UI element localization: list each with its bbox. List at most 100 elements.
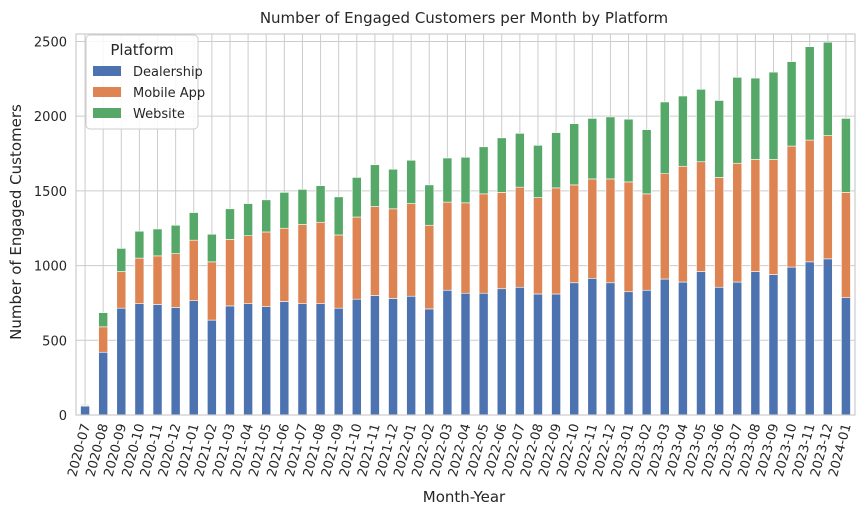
bar-website [605,116,616,180]
bar-mobile-app [569,184,580,284]
bar-mobile-app [207,261,217,321]
bar-mobile-app [388,208,398,299]
bar-dealership [315,303,326,416]
bar-dealership [351,298,362,416]
bar-dealership [768,274,779,416]
bar-dealership [587,277,598,416]
bar-website [243,203,253,237]
legend-swatch [93,66,121,76]
bar-mobile-app [496,192,507,290]
y-axis-label: Number of Engaged Customers [7,104,25,340]
plot-frame [75,33,856,416]
bar-website [297,189,308,225]
bar-website [134,230,145,259]
bar-mobile-app [605,178,616,284]
bar-mobile-app [515,186,525,288]
legend-label: Mobile App [133,86,205,101]
bar-dealership [333,307,344,416]
bar-mobile-app [188,239,199,301]
bar-mobile-app [116,271,127,309]
bar-mobile-app [678,165,688,283]
bar-website [768,71,779,160]
bar-dealership [279,301,290,416]
bar-website [116,248,127,272]
bar-mobile-app [370,206,380,296]
bar-website [641,129,652,195]
bar-dealership [116,307,127,416]
bar-dealership [678,281,688,416]
bar-website [551,132,561,189]
bar-dealership [696,271,706,416]
bar-dealership [188,300,199,416]
bar-mobile-app [551,187,561,295]
bar-website [678,95,688,167]
bar-website [569,123,580,186]
bar-mobile-app [225,239,235,307]
bar-website [714,100,724,178]
bar-website [279,192,290,229]
bar-dealership [207,319,217,416]
legend-swatch [93,87,121,97]
bar-mobile-app [623,181,634,293]
bar-mobile-app [243,235,253,304]
y-tick-label: 1500 [34,185,67,200]
bar-mobile-app [696,161,706,272]
bar-mobile-app [841,192,851,299]
bar-dealership [786,266,797,416]
bar-website [804,46,815,141]
bar-dealership [170,307,181,416]
bar-mobile-app [98,326,109,353]
bar-mobile-app [822,135,833,260]
bar-dealership [243,303,253,416]
bar-dealership [714,286,724,416]
bar-mobile-app [351,216,362,300]
bar-dealership [841,297,851,416]
bar-mobile-app [134,257,145,304]
bar-mobile-app [261,231,272,307]
bar-mobile-app [641,193,652,291]
legend: Platform Dealership Mobile App Website [85,34,205,130]
bar-website [333,196,344,236]
bar-website [496,137,507,193]
y-tick-label: 1000 [34,260,67,275]
bar-dealership [478,292,489,416]
bar-dealership [569,282,580,416]
bar-mobile-app [714,177,724,288]
legend-label: Dealership [133,65,203,80]
bar-dealership [134,303,145,416]
bar-dealership [225,305,235,416]
legend-swatch [93,108,121,118]
bar-website [261,199,272,233]
bar-website [587,118,598,180]
bar-website [750,77,761,160]
bar-mobile-app [315,221,326,304]
bar-website [623,118,634,183]
bar-dealership [623,291,634,416]
bar-website [388,168,398,210]
bar-dealership [370,295,380,416]
bar-website [351,177,362,218]
bar-website [370,164,380,207]
bar-website [188,212,199,241]
bar-dealership [98,351,109,416]
bar-website [207,233,217,263]
y-tick-label: 2500 [34,35,67,50]
bar-mobile-app [587,178,598,279]
bar-website [442,157,453,203]
bar-mobile-app [170,253,181,308]
bar-dealership [641,289,652,416]
bar-dealership [261,306,272,416]
bar-mobile-app [406,203,416,297]
y-tick-label: 500 [42,334,67,349]
chart-title: Number of Engaged Customers per Month by… [260,9,668,27]
bar-dealership [533,293,543,416]
bar-mobile-app [750,159,761,272]
bar-dealership [460,292,471,416]
bar-dealership [406,295,416,416]
bar-mobile-app [768,159,779,275]
bar-website [786,61,797,147]
bar-website [696,88,706,163]
bar-website [406,159,416,204]
bar-dealership [804,261,815,416]
